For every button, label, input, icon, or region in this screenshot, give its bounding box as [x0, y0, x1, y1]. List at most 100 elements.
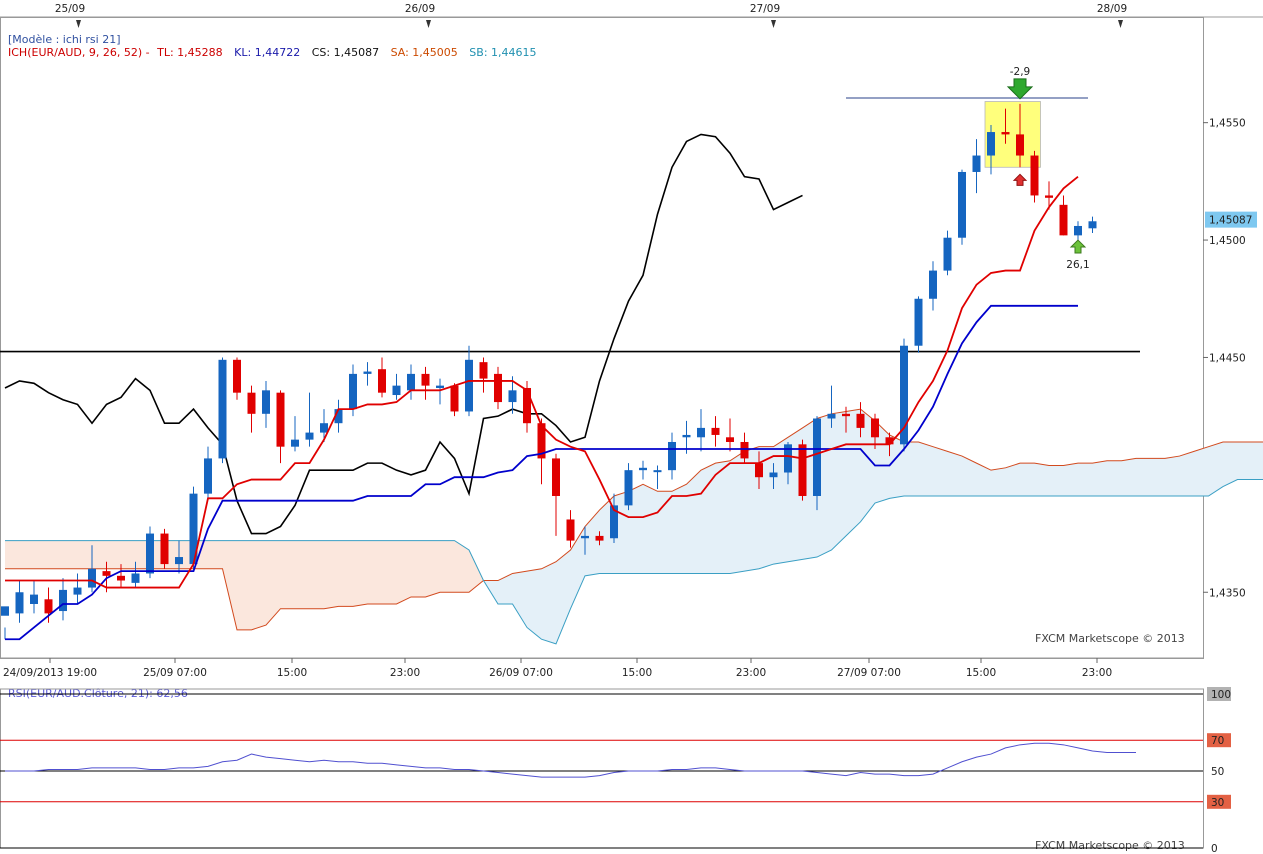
bear-candle — [523, 387, 531, 424]
bear-candle — [726, 437, 734, 442]
bear-candle — [1045, 195, 1053, 198]
kijun-sen-line — [5, 304, 1078, 641]
sb-value: SB: 1,44615 — [469, 46, 537, 59]
bull-candle — [610, 505, 618, 539]
date-tick-label: 25/09 — [55, 3, 85, 15]
bear-candle — [276, 392, 285, 447]
down-arrow-label: -2,9 — [1010, 66, 1031, 78]
x-tick-label: 27/09 07:00 — [837, 667, 901, 679]
bear-candle — [160, 533, 169, 565]
bear-candle — [117, 575, 125, 581]
x-tick-label: 15:00 — [277, 667, 307, 679]
bear-candle — [494, 373, 502, 403]
watermark-main: FXCM Marketscope © 2013 — [1035, 632, 1185, 645]
bull-candle — [958, 171, 966, 238]
bear-candle — [450, 385, 459, 412]
bear-candle — [740, 441, 749, 459]
bear-candle — [842, 413, 850, 417]
bear-candle — [552, 458, 560, 496]
bull-candle — [189, 493, 198, 565]
cs-value: CS: 1,45087 — [311, 46, 380, 59]
tl-value: TL: 1,45288 — [157, 46, 223, 59]
bull-candle — [15, 592, 24, 614]
watermark-rsi: FXCM Marketscope © 2013 — [1035, 839, 1185, 852]
bull-candle — [987, 132, 995, 156]
rsi-level-label: 50 — [1211, 766, 1224, 778]
kl-value: KL: 1,44722 — [234, 46, 301, 59]
x-tick-label: 23:00 — [736, 667, 766, 679]
bear-candle — [755, 463, 763, 478]
y-tick-label: 1,4350 — [1209, 587, 1246, 599]
bear-candle — [1001, 132, 1010, 135]
small-red-arrow — [1012, 173, 1028, 186]
bull-candle — [508, 390, 517, 403]
date-tick-marker — [426, 20, 431, 28]
date-tick-label: 28/09 — [1097, 3, 1127, 15]
y-tick-label: 1,4550 — [1209, 118, 1246, 130]
x-tick-label: 23:00 — [1082, 667, 1112, 679]
bull-candle — [813, 418, 821, 496]
bull-candle — [334, 409, 343, 424]
date-tick-marker — [76, 20, 81, 28]
bull-candle — [175, 557, 183, 565]
bull-candle — [30, 594, 38, 604]
y-tick-label: 1,4450 — [1209, 352, 1246, 364]
bull-candle — [291, 439, 299, 447]
sa-value: SA: 1,45005 — [390, 46, 458, 59]
x-tick-label: 15:00 — [966, 667, 996, 679]
bull-candle — [363, 371, 372, 374]
indicator-legend: ICH(EUR/AUD, 9, 26, 52) - TL: 1,45288 KL… — [8, 46, 537, 59]
rsi-level-badge — [1207, 794, 1231, 809]
bull-candle — [436, 385, 444, 388]
x-tick-label: 15:00 — [622, 667, 652, 679]
chikou-span-line — [4, 133, 803, 535]
ichimoku-cloud — [483, 409, 1263, 644]
bull-candle — [784, 444, 792, 473]
bear-candle — [537, 423, 546, 459]
bear-candle — [1059, 204, 1068, 236]
bear-candle — [798, 444, 807, 496]
bear-candle — [871, 418, 879, 438]
model-name: [Modèle : ichi rsi 21] — [8, 33, 121, 46]
bull-candle — [1074, 225, 1082, 236]
bull-candle — [943, 237, 952, 271]
bull-candle — [581, 535, 589, 539]
bull-candle — [769, 472, 778, 478]
bear-candle — [856, 413, 865, 428]
up-arrow-label: 26,1 — [1066, 259, 1089, 271]
bull-candle — [682, 434, 691, 438]
senkou-span-a-line — [5, 408, 1263, 631]
signal-up-arrow — [1069, 239, 1087, 254]
bull-candle — [914, 298, 923, 346]
bull-candle — [262, 390, 270, 414]
ich-prefix: ICH(EUR/AUD, 9, 26, 52) - — [8, 46, 150, 59]
bull-candle — [131, 573, 140, 583]
bear-candle — [595, 535, 604, 541]
x-tick-label: 25/09 07:00 — [143, 667, 207, 679]
bull-candle — [407, 373, 415, 391]
bull-candle — [624, 470, 633, 506]
rsi-level-badge — [1207, 733, 1231, 748]
price-badge-text: 1,45087 — [1209, 215, 1252, 227]
bear-candle — [1016, 134, 1024, 156]
date-tick-label: 26/09 — [405, 3, 435, 15]
rsi-level-label: 0 — [1211, 843, 1218, 854]
bull-candle — [1, 606, 9, 616]
rsi-panel-frame — [0, 688, 1204, 849]
bear-candle — [233, 359, 241, 393]
bear-candle — [566, 519, 575, 541]
tenkan-sen-line — [5, 175, 1079, 589]
bull-candle — [639, 467, 647, 471]
bear-candle — [247, 392, 256, 414]
bear-candle — [711, 427, 720, 435]
rsi-line — [5, 742, 1136, 778]
senkou-span-b-line — [5, 479, 1263, 645]
bull-candle — [320, 423, 328, 433]
bear-candle — [479, 362, 488, 379]
bull-candle — [88, 568, 96, 588]
bull-candle — [929, 270, 937, 299]
bear-candle — [44, 599, 53, 614]
bull-candle — [73, 587, 82, 595]
bull-candle — [972, 155, 981, 172]
